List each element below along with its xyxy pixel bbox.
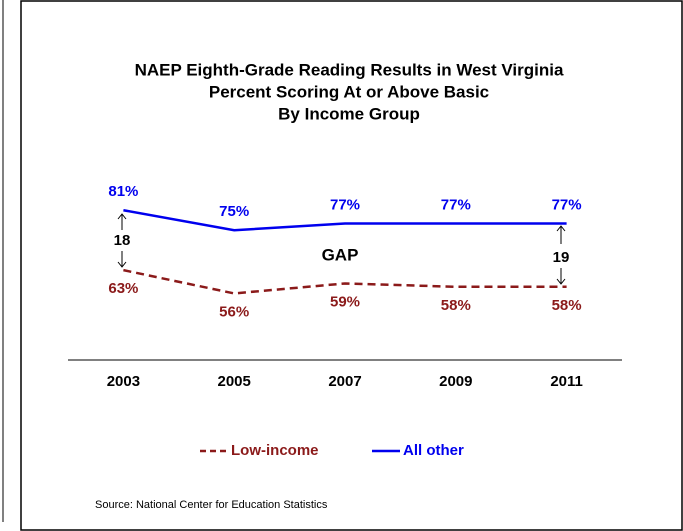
data-label: 58%: [441, 297, 471, 314]
data-label: 56%: [219, 303, 249, 320]
gap-arrows: [117, 213, 566, 285]
data-label: 77%: [441, 197, 471, 214]
data-label: 77%: [330, 197, 360, 214]
gap-label: 18: [114, 232, 131, 249]
data-label: 77%: [552, 197, 582, 214]
x-tick-label: 2003: [107, 373, 140, 390]
x-tick-label: 2011: [550, 373, 583, 390]
frame: [20, 0, 683, 531]
x-tick-label: 2009: [439, 373, 472, 390]
source: Source: National Center for Education St…: [95, 499, 328, 511]
chart-title: NAEP Eighth-Grade Reading Results in Wes…: [135, 60, 564, 79]
legend-label: All other: [403, 442, 464, 459]
legend-label: Low-income: [231, 442, 319, 459]
x-tick-label: 2005: [218, 373, 251, 390]
chart-title: By Income Group: [278, 104, 420, 123]
data-label: 81%: [108, 183, 138, 200]
x-tick-label: 2007: [328, 373, 361, 390]
gap-label: GAP: [322, 245, 359, 264]
data-label: 63%: [108, 280, 138, 297]
data-label: 58%: [552, 297, 582, 314]
data-label: 59%: [330, 293, 360, 310]
series-line: [123, 209, 567, 232]
chart-title: Percent Scoring At or Above Basic: [209, 82, 489, 101]
series-line: [123, 268, 567, 295]
gap-label: 19: [553, 249, 570, 266]
data-label: 75%: [219, 203, 249, 220]
